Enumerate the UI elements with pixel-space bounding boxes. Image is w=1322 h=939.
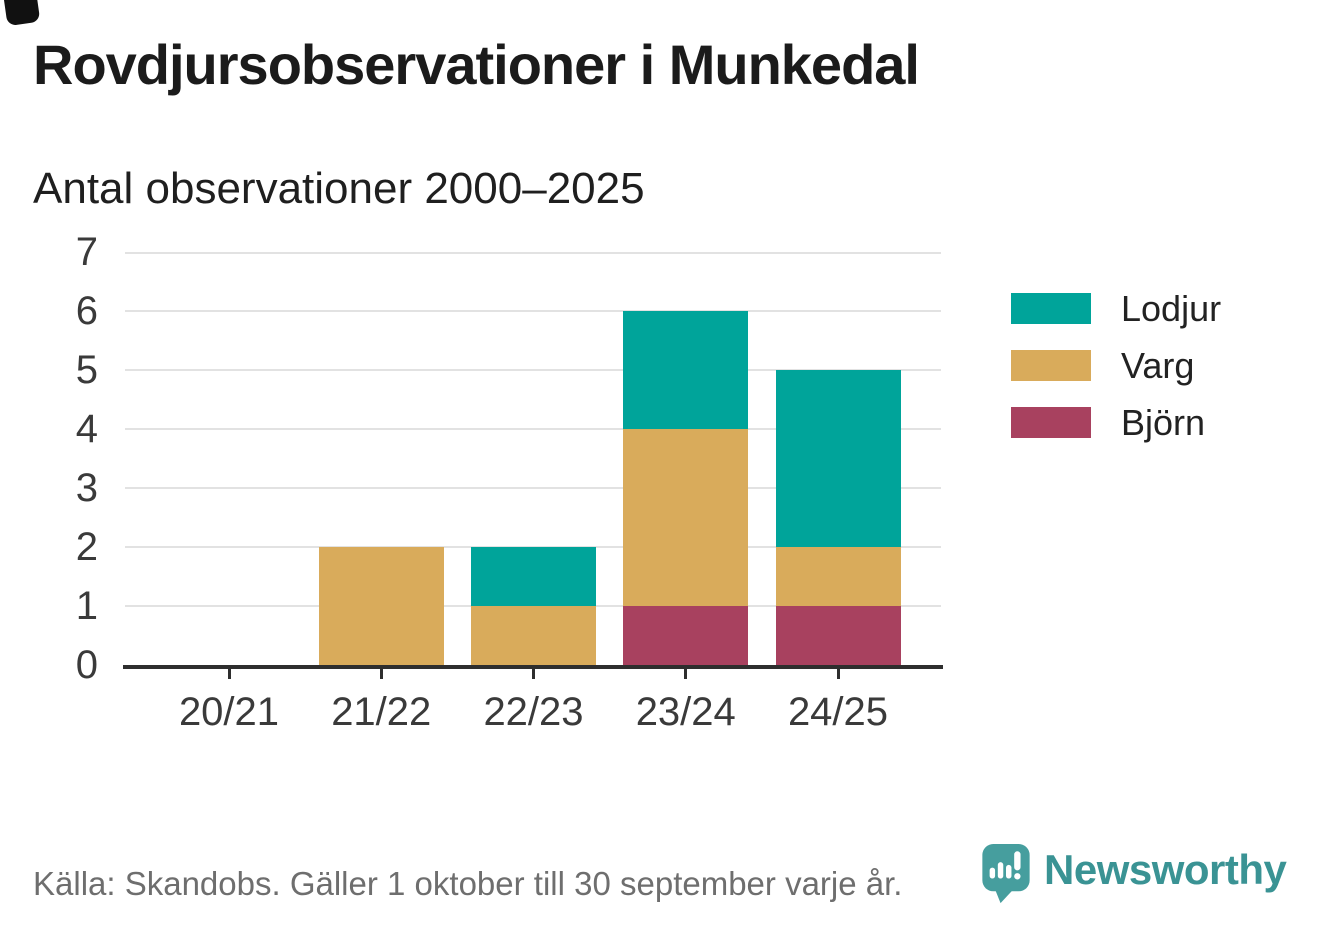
bar-segment-varg-23-24 <box>623 429 749 606</box>
x-tick-mark-21-22 <box>379 667 383 679</box>
legend-item-lodjur: Lodjur <box>1011 287 1222 329</box>
y-tick-label-5: 5 <box>75 348 98 392</box>
gridline-6 <box>125 310 941 312</box>
bar-segment-varg-21-22 <box>318 547 444 665</box>
bar-segment-bjorn-24-25 <box>775 606 901 665</box>
y-tick-label-2: 2 <box>75 525 98 569</box>
x-tick-mark-23-24 <box>684 667 688 679</box>
bar-segment-bjorn-23-24 <box>623 606 749 665</box>
gridline-3 <box>125 487 941 489</box>
y-tick-label-1: 1 <box>75 584 98 628</box>
x-tick-label-22-23: 22/23 <box>483 690 584 734</box>
x-tick-mark-22-23 <box>532 667 535 679</box>
x-tick-label-24-25: 24/25 <box>787 690 889 734</box>
legend-item-varg: Varg <box>1011 344 1221 386</box>
x-tick-label-21-22: 21/22 <box>331 690 432 734</box>
legend-swatch-bjorn <box>1011 407 1091 438</box>
newsworthy-logo-icon <box>982 844 1030 904</box>
chart-subtitle: Antal observationer 2000–2025 <box>33 164 645 213</box>
x-tick-label-23-24: 23/24 <box>635 690 736 734</box>
bar-segment-varg-24-25 <box>775 547 901 606</box>
x-tick-mark-24-25 <box>836 667 840 679</box>
legend-label-lodjur: Lodjur <box>1121 287 1222 329</box>
y-tick-label-0: 0 <box>75 643 98 687</box>
legend-swatch-lodjur <box>1011 293 1091 324</box>
plot-area <box>125 252 941 665</box>
x-tick-label-20-21: 20/21 <box>178 690 280 734</box>
y-tick-label-7: 7 <box>75 230 98 274</box>
y-tick-label-4: 4 <box>75 407 98 451</box>
newsworthy-brand: Newsworthy <box>982 844 1287 904</box>
legend: Lodjur Varg Björn <box>1011 287 1222 443</box>
gridline-7 <box>125 252 941 254</box>
chart-title: Rovdjursobservationer i Munkedal <box>33 33 920 96</box>
gridline-5 <box>125 369 941 371</box>
bar-segment-varg-22-23 <box>471 606 596 665</box>
cropped-glyph-artifact <box>2 0 41 27</box>
x-tick-mark-20-21 <box>227 667 231 679</box>
y-tick-label-6: 6 <box>75 289 98 333</box>
newsworthy-wordmark: Newsworthy <box>1044 846 1287 893</box>
bar-segment-lodjur-24-25 <box>775 370 901 547</box>
y-tick-label-3: 3 <box>75 466 98 510</box>
gridline-4 <box>125 428 941 430</box>
legend-item-bjorn: Björn <box>1011 401 1221 443</box>
legend-label-varg: Varg <box>1121 344 1195 386</box>
source-note: Källa: Skandobs. Gäller 1 oktober till 3… <box>33 865 903 902</box>
bar-segment-lodjur-22-23 <box>471 547 596 606</box>
bar-segment-lodjur-23-24 <box>623 311 749 429</box>
legend-swatch-varg <box>1011 350 1091 381</box>
legend-label-bjorn: Björn <box>1121 401 1206 443</box>
